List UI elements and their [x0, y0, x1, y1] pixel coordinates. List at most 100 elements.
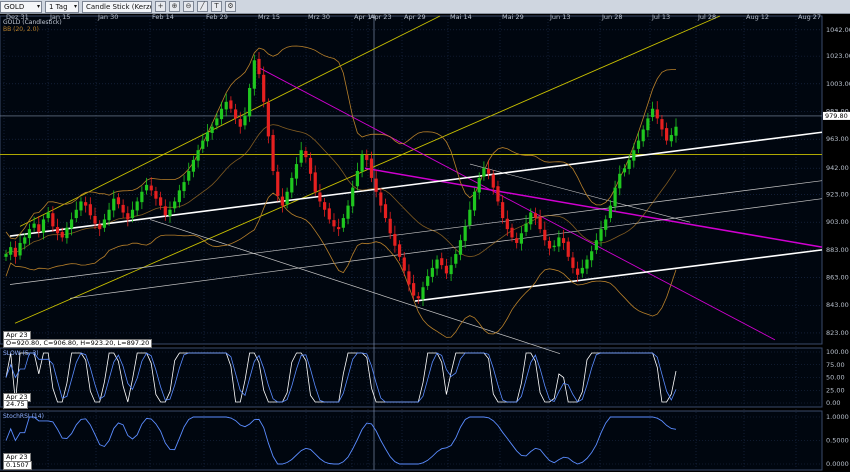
yellow-trend-line [19, 15, 441, 227]
bollinger-band-line [5, 192, 677, 338]
bollinger-band-line [5, 45, 677, 240]
candle-body [552, 245, 556, 248]
candle-body [627, 159, 631, 169]
text-tool-icon[interactable]: T [211, 1, 222, 12]
chart-style-select[interactable]: Candle Stick (Kerze) [82, 0, 152, 13]
candle-body [210, 126, 214, 133]
candle-body [355, 171, 359, 187]
candle-body [144, 184, 149, 191]
y-tick-label: 883.00 [826, 246, 849, 254]
candle-body [126, 213, 130, 220]
trend-lines [0, 15, 823, 355]
y-tick-label: 1023.00 [826, 52, 850, 60]
candle-body [69, 219, 74, 229]
candle-body [304, 150, 308, 158]
rsi-value-readout: 0.1507 [3, 461, 32, 470]
candlesticks [4, 51, 678, 306]
candle-body [636, 140, 641, 149]
candle-body [285, 191, 289, 205]
white-trend-line [414, 249, 823, 302]
stoch-rsi-line [5, 416, 677, 465]
candle-body [365, 155, 369, 160]
candle-body [421, 287, 425, 300]
candle-body [107, 209, 111, 221]
crosshair-icon[interactable]: + [155, 1, 166, 12]
candle-body [604, 219, 608, 230]
candle-body [650, 108, 655, 118]
candle-body [294, 164, 299, 179]
white-trend-line [69, 198, 823, 299]
slow-stochastic-lines [5, 352, 677, 403]
candle-body [407, 271, 411, 285]
candle-body [248, 87, 252, 117]
candle-body [149, 185, 153, 191]
x-tick-label: Aug 27 [798, 14, 821, 21]
period-select[interactable]: 1 Tag ▾ [45, 0, 79, 13]
y-tick-label: 963.00 [826, 135, 849, 143]
candle-body [561, 238, 566, 243]
candle-body [130, 209, 135, 219]
candle-body [458, 240, 463, 255]
main-legend: GOLD (Candlestick) [3, 19, 62, 26]
candle-body [341, 218, 345, 228]
candle-body [557, 237, 561, 247]
candle-body [191, 159, 196, 172]
candle-body [674, 126, 678, 136]
x-tick-label: Jan 30 [97, 14, 118, 21]
chart-toolbar: GOLD ▾ 1 Tag ▾ Candle Stick (Kerze) + ⊕ ⊖ … [0, 0, 850, 14]
candle-body [205, 132, 210, 142]
candle-body [660, 119, 664, 130]
stoch-tick-label: 50.00 [826, 374, 845, 382]
candle-body [346, 205, 350, 219]
zoom-out-icon[interactable]: ⊖ [183, 1, 194, 12]
settings-icon[interactable]: ⚙ [225, 1, 236, 12]
candle-body [121, 204, 125, 213]
x-tick-label: Jun 28 [601, 14, 623, 21]
candle-body [618, 173, 622, 189]
candle-body [257, 58, 261, 75]
chart-canvas[interactable]: Dez 31 Jan 15 Jan 30 Feb 14 Feb 29 Mrz 15 Mrz … [0, 14, 850, 472]
candle-body [182, 182, 186, 192]
x-tick-label: Jul 13 [651, 14, 670, 21]
zoom-in-icon[interactable]: ⊕ [169, 1, 180, 12]
candle-body [491, 174, 495, 188]
candle-body [426, 276, 430, 286]
x-tick-label: Mrz 15 [258, 14, 280, 21]
candle-body [196, 150, 200, 161]
stoch-k-line [5, 352, 677, 403]
candle-body [622, 168, 627, 173]
candle-body [482, 168, 486, 177]
panel-0 [0, 15, 823, 345]
stoch-tick-label: 100.00 [826, 348, 849, 356]
candle-body [351, 187, 355, 207]
draw-line-icon[interactable]: ╱ [197, 1, 208, 12]
candle-body [290, 177, 294, 193]
yellow-trend-line [14, 15, 721, 324]
candle-body [65, 227, 69, 239]
white-trend-line [9, 131, 823, 237]
x-tick-label: Apr 29 [404, 14, 426, 21]
candle-body [529, 212, 533, 225]
candle-body [215, 118, 219, 126]
candle-body [74, 209, 78, 219]
x-tick-label: Mai 14 [450, 14, 472, 21]
candle-body [496, 186, 500, 202]
candle-body [93, 215, 97, 224]
candle-body [576, 268, 580, 275]
candle-body [580, 267, 584, 274]
candle-body [13, 247, 17, 257]
candle-body [18, 242, 22, 256]
symbol-field[interactable]: GOLD ▾ [0, 0, 42, 13]
candle-body [159, 197, 163, 206]
candle-body [632, 150, 636, 161]
axes: Dez 31 Jan 15 Jan 30 Feb 14 Feb 29 Mrz 15 Mrz … [3, 14, 850, 468]
candle-body [519, 233, 523, 244]
candle-body [262, 74, 266, 102]
candle-body [280, 196, 285, 206]
x-tick-label: Aug 12 [746, 14, 769, 21]
candle-body [271, 135, 275, 172]
candle-body [187, 171, 191, 181]
candle-body [369, 158, 374, 178]
y-tick-label: 923.00 [826, 191, 849, 199]
rsi-tick-label: 0.0000 [826, 460, 849, 468]
